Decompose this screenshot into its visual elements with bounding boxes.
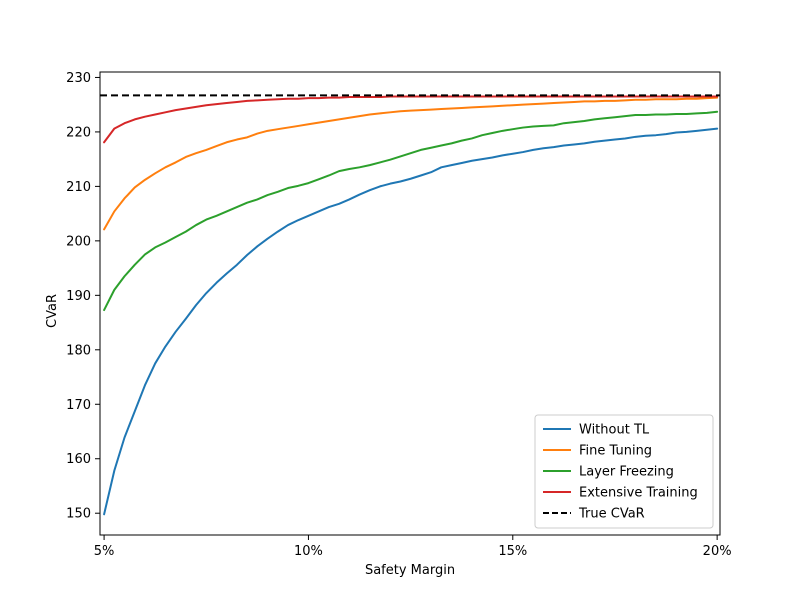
y-tick-label: 180 [66, 343, 91, 358]
x-axis-label: Safety Margin [365, 563, 455, 578]
y-axis: 150 160 170 180 190 200 210 220 230 [66, 71, 100, 522]
x-tick-label: 5% [94, 544, 115, 559]
series-line-0 [103, 127, 719, 516]
y-tick-label: 190 [66, 289, 91, 304]
y-axis-label: CVaR [45, 294, 60, 328]
axes-frame [99, 71, 721, 536]
legend-label: True CVaR [578, 507, 645, 522]
y-tick-label: 160 [66, 452, 91, 467]
x-tick-label: 20% [703, 544, 732, 559]
y-tick-label: 210 [66, 180, 91, 195]
y-tick-label: 220 [66, 125, 91, 140]
x-axis: 5% 10% 15% 20% [94, 535, 732, 559]
y-tick-label: 150 [66, 507, 91, 522]
legend-label: Layer Freezing [579, 465, 674, 480]
series-line-2 [103, 110, 719, 312]
plot-area [99, 71, 721, 536]
series-line-3 [103, 95, 719, 144]
y-tick-label: 230 [66, 71, 91, 86]
x-tick-label: 10% [294, 544, 323, 559]
legend-label: Without TL [579, 423, 650, 438]
legend-box [534, 414, 714, 529]
legend: Without TL Fine Tuning Layer Freezing Exten… [534, 414, 714, 529]
legend-label: Extensive Training [579, 486, 698, 501]
x-tick-label: 15% [498, 544, 527, 559]
y-tick-label: 200 [66, 234, 91, 249]
legend-label: Fine Tuning [579, 444, 652, 459]
y-tick-label: 170 [66, 398, 91, 413]
series-line-1 [103, 96, 719, 231]
